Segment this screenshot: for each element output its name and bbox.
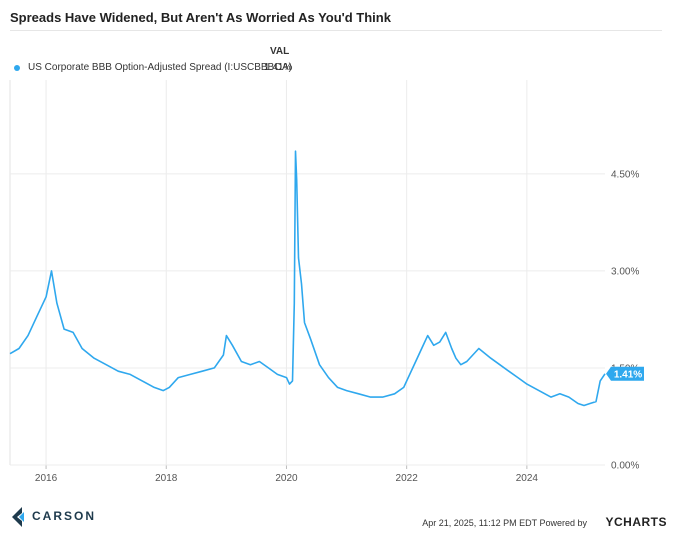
carson-logo-icon: [12, 507, 24, 527]
series-layer: [9, 150, 606, 407]
ycharts-logo: YCHARTS: [605, 515, 667, 529]
legend-series-label: US Corporate BBB Option-Adjusted Spread …: [28, 62, 293, 73]
y-tick-label-3.00%: 3.00%: [611, 266, 639, 277]
carson-logo-text: CARSON: [32, 509, 97, 523]
grid-lines: [9, 80, 605, 469]
last-value-flag: [606, 366, 644, 381]
footer-timestamp: Apr 21, 2025, 11:12 PM EDT Powered by: [422, 518, 587, 528]
x-tick-label-2022: 2022: [396, 473, 419, 484]
title-divider: [10, 30, 662, 31]
x-tick-label-2018: 2018: [155, 473, 178, 484]
chart-title: Spreads Have Widened, But Aren't As Worr…: [10, 10, 391, 25]
legend-series-dot: [14, 65, 20, 71]
carson-logo: CARSON: [10, 506, 94, 528]
x-tick-label-2020: 2020: [275, 473, 298, 484]
legend-series-value: 1.41%: [264, 62, 293, 73]
x-tick-label-2016: 2016: [35, 473, 58, 484]
last-value-label: 1.41%: [614, 369, 642, 380]
series-line-0: [9, 150, 606, 407]
legend-value-header: VAL: [270, 46, 290, 57]
axis-labels: 201620182020202220240.00%1.50%3.00%4.50%…: [35, 169, 644, 484]
y-tick-label-0.00%: 0.00%: [611, 461, 639, 472]
x-tick-label-2024: 2024: [516, 473, 539, 484]
y-tick-label-4.50%: 4.50%: [611, 169, 639, 180]
